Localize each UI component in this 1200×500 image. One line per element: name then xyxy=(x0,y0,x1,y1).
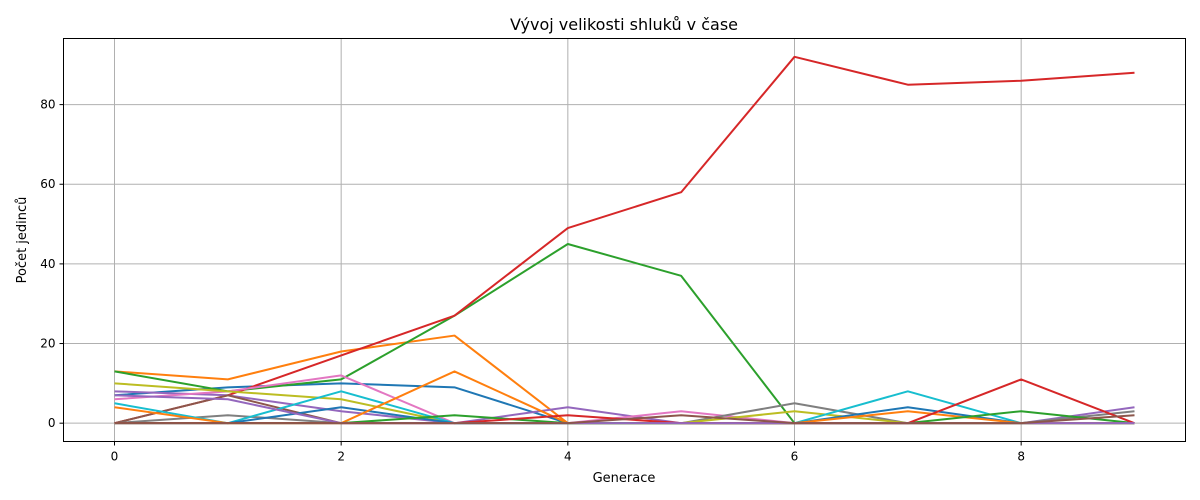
x-tick-label: 2 xyxy=(337,450,345,464)
y-tick-label: 80 xyxy=(40,98,55,112)
series-line-2 xyxy=(114,334,1135,425)
y-tick-label: 60 xyxy=(40,177,55,191)
y-tick-label: 40 xyxy=(40,257,55,271)
series-line-4 xyxy=(114,55,1135,425)
x-tick-label: 4 xyxy=(564,450,572,464)
series-line-3 xyxy=(114,242,1135,425)
y-tick-label: 0 xyxy=(48,416,56,430)
x-tick-label: 6 xyxy=(791,450,799,464)
series-lines xyxy=(114,55,1135,425)
plot-frame xyxy=(63,38,1186,442)
y-axis-label: Počet jedinců xyxy=(15,197,30,284)
x-axis-label: Generace xyxy=(593,471,656,486)
x-tick-label: 0 xyxy=(111,450,119,464)
x-tick-label: 8 xyxy=(1017,450,1025,464)
series-line-16 xyxy=(114,414,1135,425)
y-tick-label: 20 xyxy=(40,337,55,351)
chart-title: Vývoj velikosti shluků v čase xyxy=(510,15,738,34)
